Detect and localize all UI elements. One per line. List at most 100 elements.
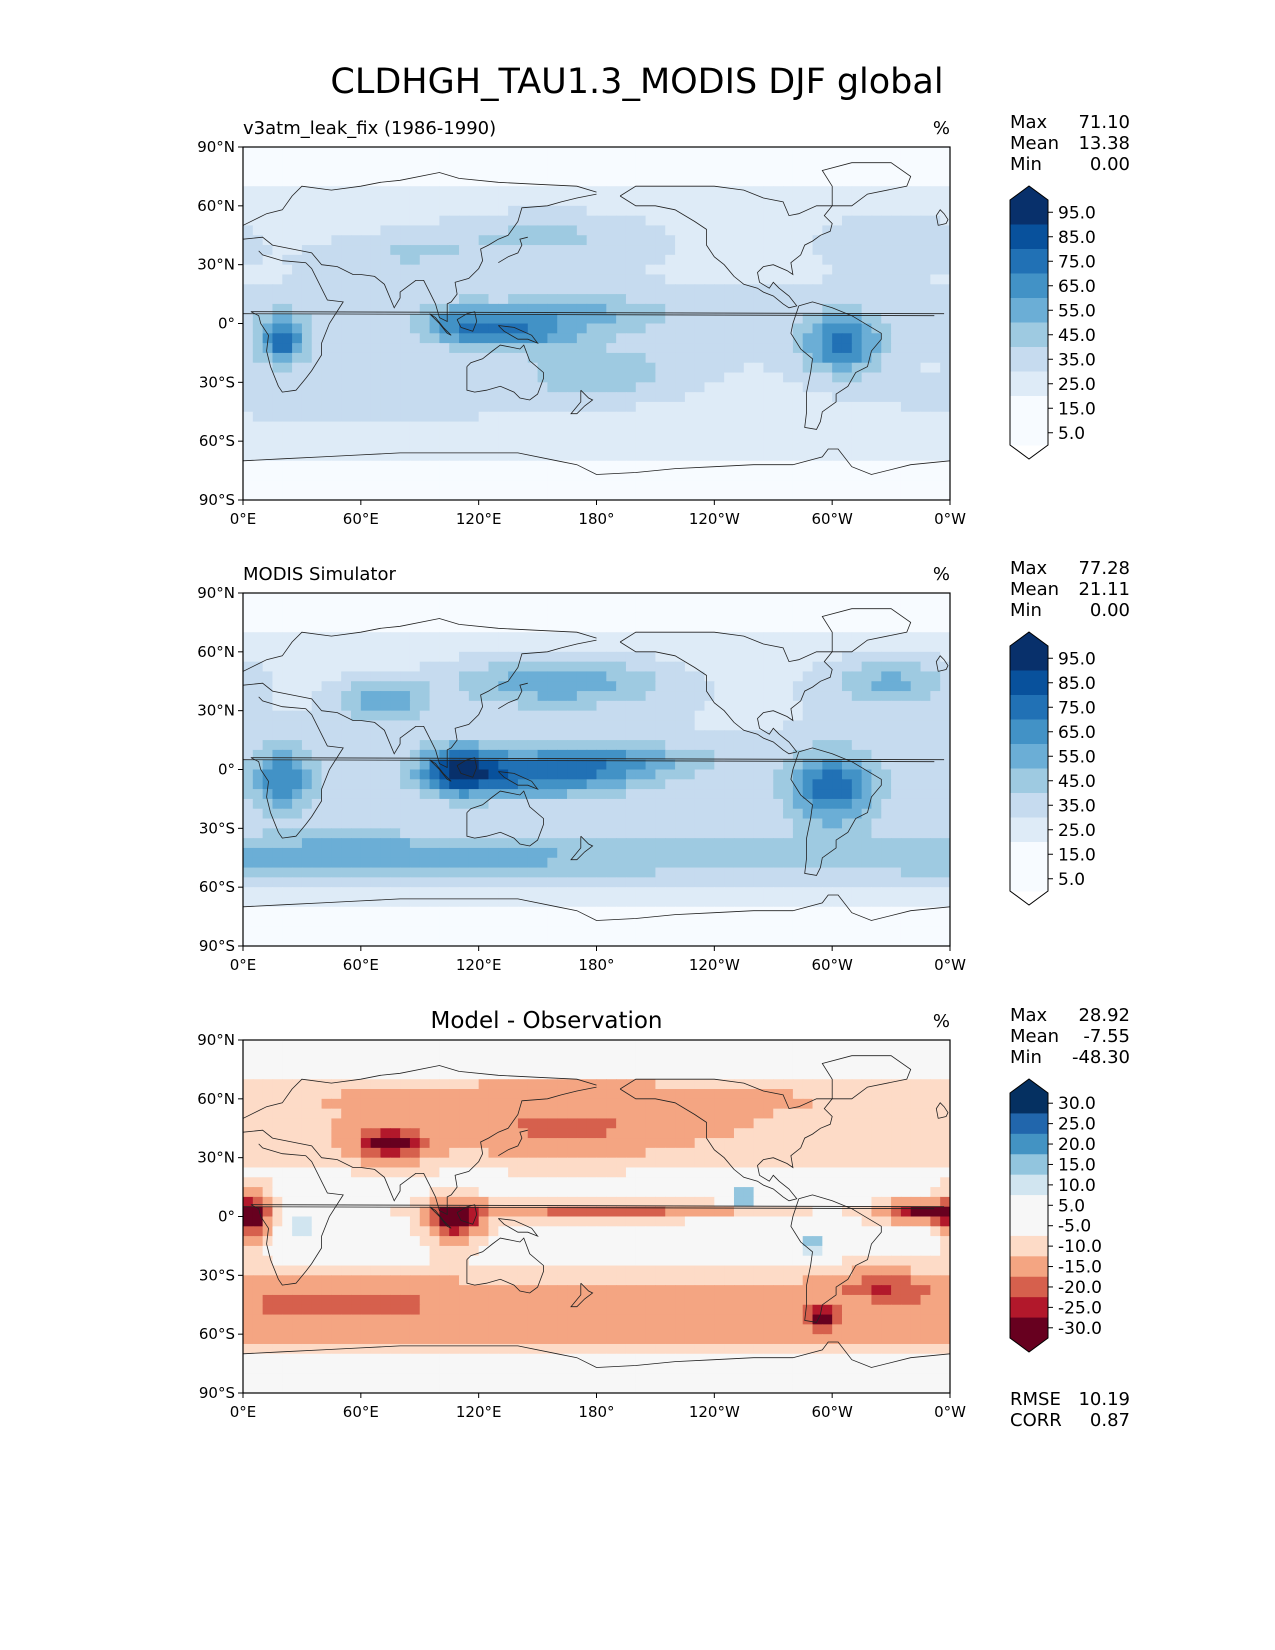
map-cell	[351, 147, 362, 158]
map-cell	[940, 225, 950, 236]
map-cell	[331, 343, 342, 354]
coastline	[243, 448, 950, 475]
map-cell	[488, 896, 499, 908]
map-cell	[282, 264, 293, 276]
map-cell	[547, 867, 558, 878]
map-cell	[861, 205, 873, 217]
map-cell	[468, 372, 480, 383]
map-cell	[606, 147, 617, 158]
map-cell	[576, 294, 588, 305]
map-cell	[252, 612, 264, 624]
map-cell	[606, 411, 617, 423]
map-cell	[429, 264, 440, 276]
map-cell	[449, 593, 460, 604]
map-cell	[409, 343, 421, 354]
map-cell	[645, 362, 657, 374]
map-cell	[341, 303, 352, 315]
map-cell	[390, 372, 401, 383]
map-cell	[930, 225, 941, 236]
map-cell	[783, 896, 794, 908]
map-cell	[341, 264, 352, 276]
map-cell	[459, 303, 470, 315]
map-cell	[822, 166, 833, 178]
map-cell	[419, 333, 431, 344]
map-cell	[645, 887, 657, 898]
map-cell	[576, 205, 588, 217]
map-cell	[488, 887, 499, 898]
map-cell	[331, 294, 342, 305]
map-cell	[675, 671, 686, 682]
map-cell	[360, 593, 372, 604]
map-cell	[429, 642, 440, 653]
map-cell	[380, 235, 391, 246]
map-cell	[753, 789, 765, 800]
map-cell	[616, 749, 627, 761]
map-cell	[409, 156, 421, 168]
map-cell	[832, 421, 843, 432]
map-cell	[645, 622, 657, 633]
map-cell	[517, 877, 529, 888]
map-cell	[763, 749, 774, 761]
map-cell	[547, 857, 558, 869]
map-cell	[488, 392, 499, 403]
map-cell	[930, 681, 941, 692]
map-cell	[724, 254, 735, 266]
map-cell	[478, 789, 490, 800]
map-cell	[439, 602, 450, 614]
map-cell	[733, 700, 745, 712]
map-cell	[891, 490, 902, 500]
map-cell	[733, 235, 745, 246]
map-cell	[920, 789, 931, 800]
map-cell	[724, 352, 735, 364]
map-cell	[390, 622, 401, 633]
map-cell	[586, 166, 598, 178]
map-cell	[851, 896, 863, 908]
map-cell	[360, 323, 372, 334]
map-cell	[832, 480, 843, 491]
map-cell	[596, 828, 607, 839]
map-cell	[714, 401, 725, 413]
map-cell	[871, 450, 882, 462]
map-cell	[891, 421, 902, 432]
map-cell	[822, 215, 833, 227]
map-cell	[920, 691, 931, 702]
map-cell	[331, 401, 342, 413]
map-cell	[891, 632, 902, 643]
map-cell	[478, 867, 490, 878]
map-cell	[714, 441, 725, 452]
map-cell	[861, 838, 873, 849]
map-cell	[498, 681, 509, 692]
map-cell	[743, 759, 755, 771]
map-cell	[380, 838, 391, 849]
map-cell	[586, 411, 598, 423]
map-cell	[262, 166, 274, 178]
map-cell	[380, 661, 391, 673]
map-cell	[557, 828, 568, 839]
map-cell	[694, 441, 706, 452]
map-cell	[665, 323, 676, 334]
map-cell	[763, 887, 774, 898]
map-cell	[822, 372, 833, 383]
map-cell	[763, 798, 774, 810]
map-cell	[625, 622, 637, 633]
map-cell	[468, 490, 480, 500]
map-cell	[567, 411, 578, 423]
map-cell	[616, 887, 627, 898]
map-cell	[861, 441, 873, 452]
map-cell	[439, 710, 450, 722]
map-cell	[841, 323, 853, 334]
map-cell	[380, 720, 391, 731]
map-cell	[940, 215, 950, 227]
coastline	[619, 185, 834, 309]
map-cell	[262, 857, 274, 869]
colorbar-label: 85.0	[1058, 228, 1096, 248]
map-cell	[822, 779, 833, 790]
map-cell	[773, 681, 784, 692]
map-cell	[861, 887, 873, 898]
map-cell	[282, 166, 293, 178]
map-cell	[940, 838, 950, 849]
map-cell	[370, 730, 382, 741]
map-cell	[419, 450, 431, 462]
map-cell	[792, 274, 804, 285]
map-cell	[390, 828, 401, 839]
